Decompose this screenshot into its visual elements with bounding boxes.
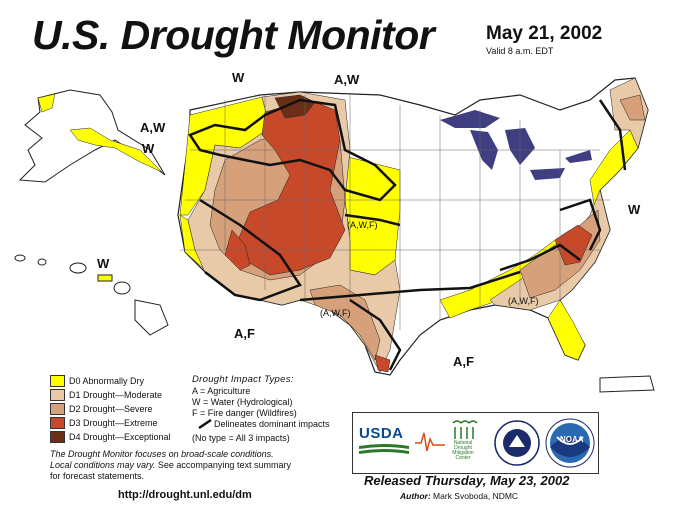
author-line: Author: Mark Svoboda, NDMC bbox=[400, 491, 518, 501]
impacts-note: (No type = All 3 impacts) bbox=[192, 433, 290, 443]
impacts-title: Drought Impact Types: bbox=[192, 374, 294, 385]
delineate-label: Delineates dominant impacts bbox=[214, 419, 330, 429]
delineate-key: Delineates dominant impacts bbox=[198, 418, 330, 429]
author-name: Mark Svoboda, NDMC bbox=[430, 491, 519, 501]
legend-label-d4: D4 Drought—Exceptional bbox=[69, 431, 171, 442]
note-line2: Local conditions may vary. bbox=[50, 460, 156, 470]
note-line2b: See accompanying text summary bbox=[155, 460, 291, 470]
alaska-d0-north bbox=[37, 93, 56, 113]
map-title: U.S. Drought Monitor bbox=[32, 12, 435, 58]
noaa-text: NOAA bbox=[560, 435, 584, 444]
released-date: Released Thursday, May 23, 2002 bbox=[364, 473, 570, 488]
delineate-line-icon bbox=[198, 418, 212, 429]
note-em: The Drought Monitor bbox=[50, 449, 133, 459]
legend-item-d3: D3 Drought—Extreme bbox=[50, 416, 171, 429]
drought-legend: D0 Abnormally Dry D1 Drought—Moderate D2… bbox=[50, 374, 171, 444]
legend-swatch-d3 bbox=[50, 416, 65, 429]
label-hi-w: W bbox=[97, 256, 110, 271]
legend-label-d0: D0 Abnormally Dry bbox=[69, 375, 145, 386]
label-ak-aw: A,W bbox=[140, 120, 166, 135]
legend-label-d3: D3 Drought—Extreme bbox=[69, 417, 158, 428]
impact-w: W = Water (Hydrological) bbox=[192, 397, 293, 407]
drought-url[interactable]: http://drought.unl.edu/dm bbox=[118, 489, 252, 501]
note-rest1: focuses on broad-scale conditions. bbox=[132, 449, 274, 459]
noaa-logo-icon bbox=[545, 418, 595, 468]
author-label: Author: bbox=[400, 491, 431, 501]
impact-f: F = Fire danger (Wildfires) bbox=[192, 408, 297, 418]
d0-areas bbox=[179, 96, 639, 361]
legend-item-d1: D1 Drought—Moderate bbox=[50, 388, 171, 401]
label-south-awf: (A,W,F) bbox=[508, 296, 539, 306]
usda-logo: USDA bbox=[359, 425, 409, 461]
impact-types: Drought Impact Types: A = Agriculture W … bbox=[192, 374, 352, 418]
logos-box: USDA National Drought Mitigation Center … bbox=[352, 412, 599, 474]
label-sw-af: A,F bbox=[234, 326, 255, 341]
legend-label-d1: D1 Drought—Moderate bbox=[69, 389, 163, 400]
label-nw-w: W bbox=[232, 70, 245, 85]
alaska-d0 bbox=[69, 127, 163, 173]
footer-note: The Drought Monitor focuses on broad-sca… bbox=[50, 449, 370, 482]
label-se-w: W bbox=[628, 202, 641, 217]
ndmc-logo-icon bbox=[452, 420, 478, 439]
legend-swatch-d1 bbox=[50, 388, 65, 401]
label-ak-w: W bbox=[142, 141, 155, 156]
usda-text: USDA bbox=[359, 425, 404, 442]
doc-seal-icon bbox=[494, 420, 540, 466]
impact-a: A = Agriculture bbox=[192, 386, 251, 396]
map-date: May 21, 2002 bbox=[486, 23, 603, 44]
legend-item-d2: D2 Drought—Severe bbox=[50, 402, 171, 415]
label-tx-awf: (A,W,F) bbox=[320, 308, 351, 318]
label-tx-af: A,F bbox=[453, 354, 474, 369]
label-plains-awf: (A,W,F) bbox=[347, 220, 378, 230]
label-n-aw: A,W bbox=[334, 72, 360, 87]
legend-swatch-d2 bbox=[50, 402, 65, 415]
legend-label-d2: D2 Drought—Severe bbox=[69, 403, 153, 414]
usda-hills-icon bbox=[359, 444, 409, 454]
hawaii-islands bbox=[14, 254, 169, 336]
impact-lines bbox=[188, 98, 627, 371]
puerto-rico bbox=[599, 375, 655, 393]
legend-swatch-d0 bbox=[50, 374, 65, 387]
ndmc-wave-icon bbox=[415, 432, 445, 452]
ndmc-label: National Drought Mitigation Center bbox=[452, 440, 474, 461]
note-line3: for forecast statements. bbox=[50, 471, 145, 481]
valid-time: Valid 8 a.m. EDT bbox=[486, 46, 554, 56]
legend-item-d4: D4 Drought—Exceptional bbox=[50, 430, 171, 443]
legend-swatch-d4 bbox=[50, 430, 65, 443]
legend-item-d0: D0 Abnormally Dry bbox=[50, 374, 171, 387]
